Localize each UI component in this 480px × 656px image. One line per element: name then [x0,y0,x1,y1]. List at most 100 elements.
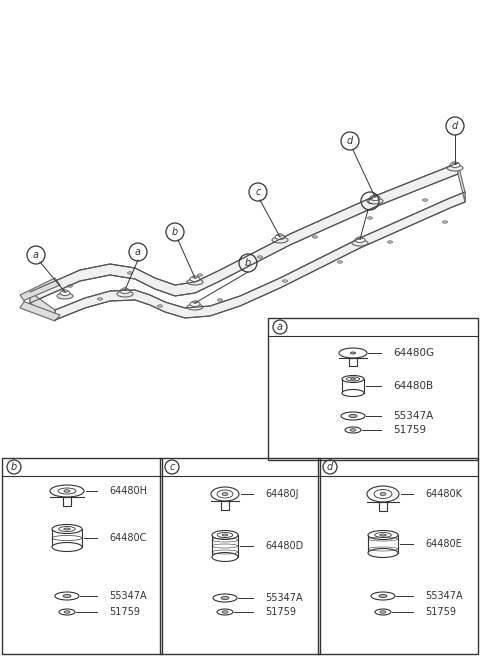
Bar [368,535,398,553]
Polygon shape [30,163,458,303]
Text: d: d [347,136,353,146]
Ellipse shape [350,378,356,380]
Ellipse shape [341,412,365,420]
Ellipse shape [375,609,391,615]
Text: 51759: 51759 [265,607,296,617]
Text: 64480D: 64480D [265,541,303,551]
Ellipse shape [370,195,380,201]
Ellipse shape [192,300,197,303]
Ellipse shape [217,609,233,615]
Ellipse shape [277,234,283,236]
Polygon shape [55,192,465,320]
Text: 55347A: 55347A [109,591,146,601]
Text: 64480E: 64480E [425,539,462,549]
Ellipse shape [222,493,228,495]
Text: 51759: 51759 [425,607,456,617]
Text: a: a [33,250,39,260]
Ellipse shape [367,198,383,204]
Text: 51759: 51759 [109,607,140,617]
Ellipse shape [212,531,238,539]
Ellipse shape [368,216,372,219]
Ellipse shape [355,237,365,243]
Ellipse shape [275,234,285,239]
Ellipse shape [192,276,197,278]
Ellipse shape [272,237,288,243]
Ellipse shape [62,290,68,293]
Ellipse shape [368,531,398,539]
Text: 64480C: 64480C [109,533,146,543]
Text: 64480H: 64480H [109,486,147,496]
Bar [160,458,320,654]
Ellipse shape [68,285,72,287]
Ellipse shape [342,390,364,396]
Ellipse shape [217,298,223,301]
Text: 64480K: 64480K [425,489,462,499]
Bar [268,318,478,460]
Text: c: c [367,196,372,206]
Ellipse shape [212,552,238,562]
Ellipse shape [122,288,128,290]
Text: 64480G: 64480G [393,348,434,358]
Bar [2,458,162,654]
Text: 64480B: 64480B [393,381,433,391]
Ellipse shape [349,415,357,417]
Ellipse shape [372,195,377,197]
Text: b: b [172,227,178,237]
Text: d: d [327,462,333,472]
Ellipse shape [52,525,82,533]
Ellipse shape [50,485,84,497]
Ellipse shape [257,256,263,258]
Ellipse shape [379,594,387,598]
Ellipse shape [422,199,428,201]
Ellipse shape [187,304,203,310]
Ellipse shape [337,260,343,263]
Ellipse shape [64,490,70,492]
Text: 64480J: 64480J [265,489,299,499]
Ellipse shape [211,487,239,501]
Ellipse shape [60,291,70,295]
Ellipse shape [190,302,200,306]
Ellipse shape [213,594,237,602]
Ellipse shape [387,241,393,243]
Ellipse shape [64,528,70,530]
Ellipse shape [128,272,132,274]
Ellipse shape [222,534,228,536]
Text: 55347A: 55347A [425,591,463,601]
Ellipse shape [57,293,73,299]
Text: 55347A: 55347A [265,593,302,603]
Ellipse shape [63,594,71,598]
Text: a: a [277,322,283,332]
FancyBboxPatch shape [349,358,357,366]
Ellipse shape [59,609,75,615]
Text: 55347A: 55347A [393,411,433,421]
Ellipse shape [52,543,82,552]
Ellipse shape [371,592,395,600]
Polygon shape [458,163,465,202]
Ellipse shape [312,236,317,238]
Text: a: a [135,247,141,257]
Ellipse shape [358,237,362,239]
Ellipse shape [380,534,386,536]
Ellipse shape [352,240,368,246]
Ellipse shape [367,486,399,502]
Ellipse shape [450,163,460,167]
Polygon shape [20,278,60,321]
Ellipse shape [190,276,200,281]
Text: b: b [11,462,17,472]
Ellipse shape [350,429,356,431]
Bar [379,502,387,511]
Ellipse shape [283,279,288,282]
Ellipse shape [221,596,229,600]
Bar [212,535,238,557]
Ellipse shape [453,162,457,164]
Ellipse shape [157,305,163,307]
Ellipse shape [339,348,367,358]
Ellipse shape [97,298,103,300]
Ellipse shape [345,427,361,433]
Bar [52,529,82,547]
Ellipse shape [222,611,228,613]
Text: c: c [255,187,261,197]
Polygon shape [30,292,55,320]
Bar [342,379,364,393]
Ellipse shape [120,289,130,293]
